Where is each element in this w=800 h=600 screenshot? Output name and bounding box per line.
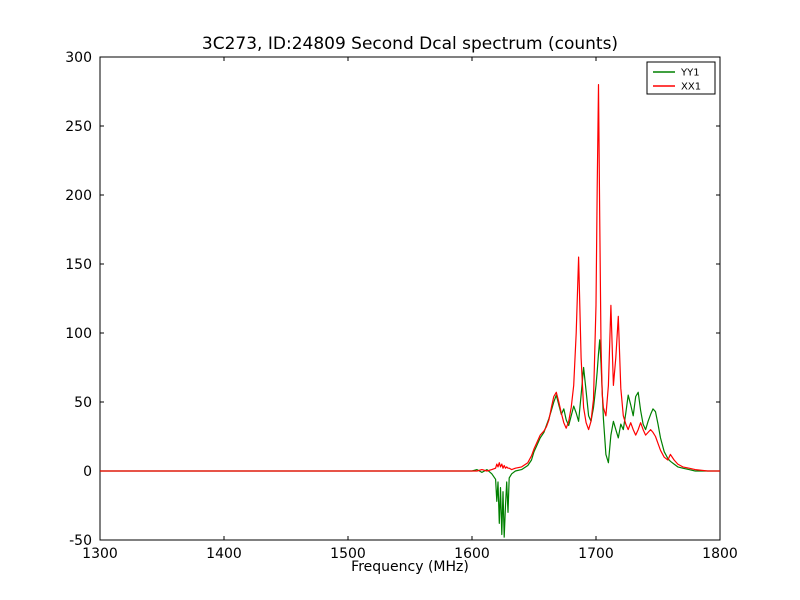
chart-title: 3C273, ID:24809 Second Dcal spectrum (co… [202, 34, 618, 54]
x-tick-label: 1300 [82, 546, 118, 562]
series-line-XX1 [100, 83, 720, 472]
series-line-YY1 [100, 339, 720, 538]
y-tick-label: 150 [65, 257, 92, 273]
axes-frame [99, 56, 721, 541]
legend-label-YY1: YY1 [680, 68, 700, 79]
y-tick-label: 50 [74, 395, 92, 411]
x-tick-label: 1500 [330, 546, 366, 562]
y-tick-label: 0 [83, 464, 92, 480]
y-tick-label: -50 [69, 533, 92, 549]
x-tick-label: 1800 [702, 546, 738, 562]
x-tick-label: 1700 [578, 546, 614, 562]
x-axis-label: Frequency (MHz) [351, 559, 469, 575]
y-tick-label: 100 [65, 326, 92, 342]
y-tick-label: 200 [65, 188, 92, 204]
y-tick-label: 250 [65, 119, 92, 135]
x-tick-label: 1400 [206, 546, 242, 562]
legend-box [646, 61, 716, 95]
legend-label-XX1: XX1 [681, 82, 701, 93]
x-tick-label: 1600 [454, 546, 490, 562]
y-tick-label: 300 [65, 50, 92, 66]
